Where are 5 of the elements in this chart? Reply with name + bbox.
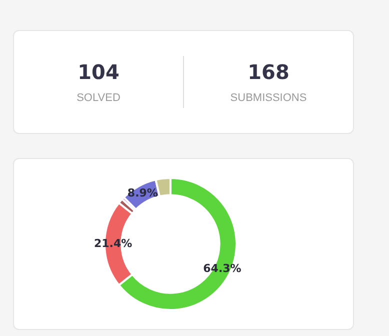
data-label: 104 xyxy=(76,60,120,84)
category-label: SUBMISSIONS xyxy=(229,92,308,104)
data-label: 168 xyxy=(246,60,290,84)
category-label: SOLVED xyxy=(76,92,122,104)
data-label: 8.9% xyxy=(127,186,158,200)
